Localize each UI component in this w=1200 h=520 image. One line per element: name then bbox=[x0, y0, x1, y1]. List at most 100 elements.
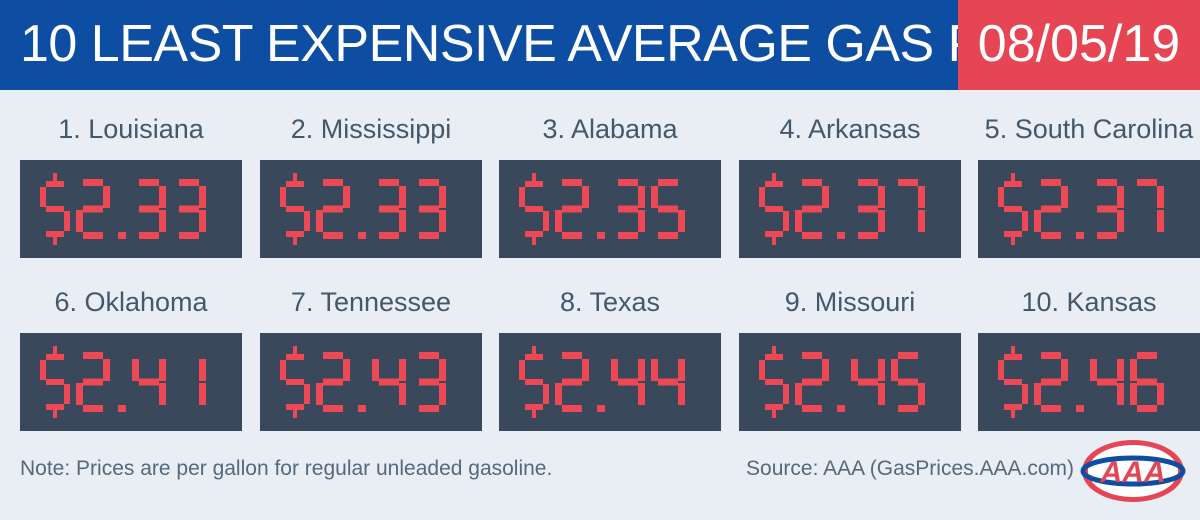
state-label: 1. Louisiana bbox=[58, 114, 204, 144]
led-segment bbox=[439, 359, 446, 381]
led-segment bbox=[323, 179, 343, 186]
price-board: $2.33 bbox=[20, 160, 242, 258]
led-segment bbox=[103, 359, 110, 381]
led-segment bbox=[555, 210, 562, 232]
led-segment bbox=[1090, 359, 1097, 381]
led-segment bbox=[76, 210, 83, 232]
led-segment bbox=[618, 205, 638, 213]
dollar-segment bbox=[532, 173, 536, 181]
dollar-sign bbox=[40, 173, 70, 245]
dollar-sign bbox=[759, 346, 789, 418]
dollar-segment bbox=[525, 379, 543, 385]
led-segment bbox=[851, 359, 858, 381]
dollar-segment bbox=[304, 211, 310, 231]
state-label: 8. Texas bbox=[559, 287, 661, 317]
dollar-segment bbox=[280, 187, 286, 207]
led-segment bbox=[802, 205, 822, 213]
dollar-segment bbox=[1011, 346, 1015, 354]
price-board: $2.33 bbox=[260, 160, 482, 258]
dollar-segment bbox=[1011, 173, 1015, 181]
led-segment bbox=[1137, 179, 1157, 186]
led-segment bbox=[1117, 359, 1124, 381]
led-digit-4 bbox=[372, 359, 406, 405]
state-label: 10. Kansas bbox=[1021, 287, 1157, 317]
price-display: $2.41 bbox=[40, 346, 206, 418]
state-label: 2. Mississippi bbox=[290, 114, 452, 144]
dollar-segment bbox=[1004, 379, 1022, 385]
aaa-logo: AAA bbox=[1080, 440, 1186, 502]
dollar-segment bbox=[759, 360, 765, 380]
led-segment bbox=[199, 210, 206, 232]
led-segment bbox=[562, 352, 582, 359]
price-display: $2.43 bbox=[280, 346, 446, 418]
price-card: 1. Louisiana $2.33 bbox=[20, 112, 242, 262]
led-segment bbox=[343, 186, 350, 208]
led-segment bbox=[858, 179, 878, 186]
led-segment bbox=[179, 179, 199, 186]
state-label: 3. Alabama bbox=[542, 114, 678, 144]
led-segment bbox=[199, 186, 206, 208]
led-segment bbox=[83, 352, 103, 359]
led-segment bbox=[1137, 405, 1157, 412]
dollar-segment bbox=[286, 404, 304, 410]
dollar-segment bbox=[772, 237, 776, 245]
date-text: 08/05/19 bbox=[977, 15, 1181, 73]
dollar-segment bbox=[1004, 181, 1022, 187]
led-segment bbox=[802, 232, 822, 239]
price-board: $2.43 bbox=[260, 333, 482, 431]
dollar-sign bbox=[519, 346, 549, 418]
dollar-segment bbox=[765, 206, 783, 212]
led-segment bbox=[638, 186, 645, 208]
led-segment bbox=[658, 179, 678, 186]
led-segment bbox=[419, 405, 439, 412]
led-segment bbox=[1157, 210, 1164, 232]
led-segment bbox=[1117, 186, 1124, 208]
led-segment bbox=[1041, 179, 1061, 186]
led-segment bbox=[878, 359, 885, 381]
led-segment bbox=[651, 186, 658, 208]
led-segment bbox=[582, 359, 589, 381]
dollar-segment bbox=[286, 354, 304, 360]
led-segment bbox=[1061, 186, 1068, 208]
led-digit-2 bbox=[1034, 179, 1068, 239]
dollar-segment bbox=[304, 384, 310, 404]
price-card: 10. Kansas $2.46 bbox=[978, 285, 1200, 435]
dollar-segment bbox=[286, 206, 304, 212]
led-segment bbox=[618, 179, 638, 186]
led-segment bbox=[139, 205, 159, 213]
dollar-segment bbox=[40, 187, 46, 207]
led-segment bbox=[1137, 352, 1157, 359]
dollar-sign bbox=[998, 173, 1028, 245]
led-digit-2 bbox=[76, 352, 110, 412]
led-segment bbox=[1097, 205, 1117, 213]
led-segment bbox=[1157, 383, 1164, 405]
led-segment bbox=[1157, 186, 1164, 208]
dollar-segment bbox=[765, 354, 783, 360]
dollar-segment bbox=[1011, 237, 1015, 245]
led-segment bbox=[1097, 232, 1117, 239]
led-segment bbox=[159, 359, 166, 381]
led-segment bbox=[419, 205, 439, 213]
led-segment bbox=[618, 232, 638, 239]
dollar-sign bbox=[519, 173, 549, 245]
led-segment bbox=[1117, 210, 1124, 232]
dollar-segment bbox=[1004, 404, 1022, 410]
price-board: $2.37 bbox=[739, 160, 961, 258]
led-segment bbox=[802, 179, 822, 186]
led-segment bbox=[562, 232, 582, 239]
led-segment bbox=[379, 205, 399, 213]
led-segment bbox=[555, 383, 562, 405]
dollar-segment bbox=[525, 354, 543, 360]
led-digit-4 bbox=[651, 359, 685, 405]
led-segment bbox=[132, 359, 139, 381]
led-segment bbox=[159, 186, 166, 208]
dollar-segment bbox=[765, 379, 783, 385]
led-segment bbox=[638, 210, 645, 232]
led-digit-3 bbox=[1097, 179, 1124, 239]
led-digit-4 bbox=[132, 359, 166, 405]
dollar-segment bbox=[765, 404, 783, 410]
led-segment bbox=[822, 186, 829, 208]
dollar-segment bbox=[293, 237, 297, 245]
led-segment bbox=[678, 359, 685, 381]
chart-title: 10 LEAST EXPENSIVE AVERAGE GAS PRICES bbox=[20, 15, 1139, 73]
